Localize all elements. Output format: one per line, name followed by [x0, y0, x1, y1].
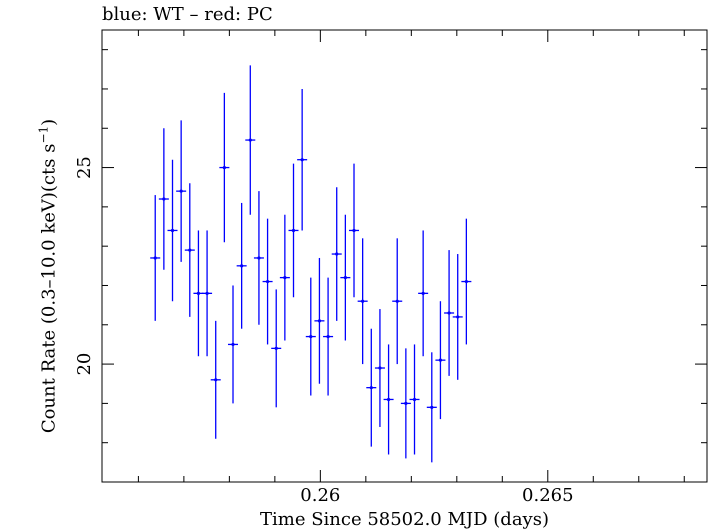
- y-axis-label: Count Rate (0.3–10.0 keV)(cts s−1): [37, 119, 60, 433]
- point-marker: [456, 315, 460, 319]
- point-marker: [196, 291, 201, 295]
- point-marker: [395, 299, 399, 303]
- point-marker: [162, 197, 166, 201]
- point-marker: [283, 276, 287, 280]
- data-point: [210, 320, 221, 439]
- y-tick-label: 25: [74, 156, 95, 179]
- point-marker: [404, 401, 408, 405]
- data-point: [383, 344, 394, 455]
- data-point: [236, 202, 247, 329]
- data-point: [357, 238, 368, 365]
- data-point: [349, 163, 360, 298]
- point-marker: [222, 165, 226, 170]
- point-marker: [326, 334, 330, 339]
- data-point: [331, 187, 342, 321]
- data-point: [253, 191, 264, 325]
- point-marker: [430, 405, 434, 409]
- data-point: [392, 238, 403, 365]
- point-marker: [205, 291, 209, 295]
- data-point: [297, 88, 308, 231]
- point-marker: [179, 189, 183, 193]
- data-point: [245, 65, 256, 215]
- point-marker: [421, 291, 425, 295]
- data-point: [167, 159, 178, 302]
- data-point: [262, 218, 273, 345]
- data-point: [219, 92, 230, 243]
- data-point: [279, 214, 290, 341]
- data-marks: [150, 65, 472, 463]
- y-tick-label: 20: [74, 353, 95, 376]
- point-marker: [240, 264, 244, 268]
- point-marker: [343, 276, 347, 280]
- y-axis-label-superscript: −1: [36, 125, 51, 144]
- data-point: [184, 183, 195, 317]
- point-marker: [274, 346, 278, 350]
- point-marker: [265, 279, 270, 284]
- axis-ticks: 0.26 0.265 20 25: [74, 30, 707, 506]
- point-marker: [352, 228, 356, 233]
- data-point: [435, 301, 446, 420]
- data-point: [340, 214, 351, 341]
- data-point: [400, 348, 411, 459]
- data-point: [271, 289, 282, 408]
- axes-frame: [101, 29, 708, 483]
- data-point: [158, 128, 169, 270]
- x-axis-label: Time Since 58502.0 MJD (days): [259, 509, 549, 530]
- data-point: [193, 230, 204, 357]
- data-point: [150, 195, 161, 321]
- point-marker: [386, 397, 391, 402]
- point-marker: [309, 334, 313, 339]
- x-tick-label: 0.26: [300, 485, 340, 506]
- y-axis-label-main: Count Rate (0.3–10.0 keV)(cts s: [38, 143, 60, 434]
- point-marker: [231, 342, 235, 347]
- point-marker: [412, 397, 417, 402]
- data-point: [461, 218, 472, 345]
- point-marker: [361, 299, 365, 303]
- data-point: [444, 250, 455, 376]
- point-marker: [257, 256, 261, 260]
- data-point: [314, 257, 325, 384]
- point-marker: [438, 358, 443, 362]
- data-point: [409, 344, 420, 455]
- data-point: [176, 120, 187, 262]
- point-marker: [248, 138, 252, 142]
- point-marker: [447, 311, 451, 315]
- data-point: [202, 230, 213, 357]
- y-axis-label-end: ): [38, 118, 60, 126]
- point-marker: [188, 248, 192, 252]
- point-marker: [335, 252, 339, 256]
- point-marker: [369, 386, 373, 390]
- point-marker: [317, 319, 322, 323]
- data-point: [426, 352, 437, 463]
- data-point: [228, 285, 239, 404]
- data-point: [305, 277, 316, 396]
- point-marker: [300, 158, 304, 162]
- point-marker: [291, 228, 296, 233]
- data-point: [418, 230, 429, 357]
- x-tick-label: 0.265: [522, 485, 574, 506]
- point-marker: [378, 366, 382, 370]
- data-point: [288, 163, 299, 298]
- data-point: [323, 277, 334, 396]
- point-marker: [153, 256, 157, 260]
- chart-title: blue: WT – red: PC: [102, 4, 273, 25]
- point-marker: [214, 378, 218, 382]
- point-marker: [464, 279, 468, 284]
- point-marker: [170, 228, 175, 233]
- data-point: [366, 328, 377, 447]
- data-point: [374, 309, 385, 427]
- data-point: [452, 254, 463, 380]
